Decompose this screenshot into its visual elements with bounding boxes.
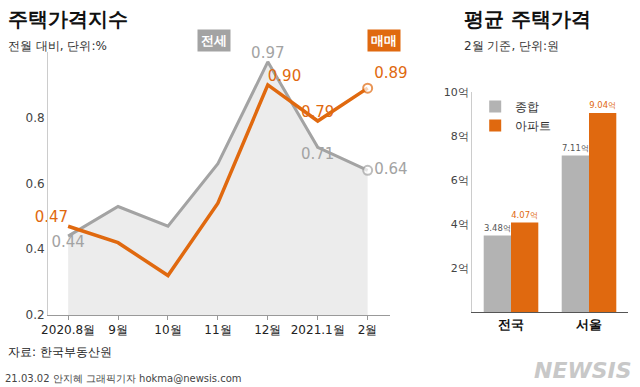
svg-text:0.8: 0.8 bbox=[26, 111, 45, 125]
svg-text:0.44: 0.44 bbox=[51, 233, 84, 251]
svg-text:9월: 9월 bbox=[108, 323, 128, 337]
svg-text:6억: 6억 bbox=[451, 174, 469, 187]
svg-text:10월: 10월 bbox=[154, 323, 181, 337]
svg-text:평균 주택가격: 평균 주택가격 bbox=[464, 7, 591, 31]
svg-text:2월: 2월 bbox=[358, 323, 378, 337]
svg-text:전월 대비, 단위:%: 전월 대비, 단위:% bbox=[8, 39, 107, 53]
svg-text:9.04억: 9.04억 bbox=[589, 100, 616, 110]
svg-text:2월 기준, 단위:원: 2월 기준, 단위:원 bbox=[464, 39, 559, 53]
svg-text:NEWSIS: NEWSIS bbox=[534, 358, 632, 383]
svg-text:10억: 10억 bbox=[444, 86, 469, 99]
svg-text:2억: 2억 bbox=[451, 262, 469, 275]
svg-text:11월: 11월 bbox=[204, 323, 231, 337]
svg-text:서울: 서울 bbox=[576, 317, 602, 332]
svg-text:0.6: 0.6 bbox=[26, 177, 45, 191]
svg-text:0.97: 0.97 bbox=[251, 44, 284, 62]
svg-text:0.4: 0.4 bbox=[26, 242, 45, 256]
svg-text:매매: 매매 bbox=[371, 33, 397, 48]
svg-text:0.2: 0.2 bbox=[26, 308, 45, 322]
svg-text:21.03.02 안지혜 그래픽기자 hokma@newsi: 21.03.02 안지혜 그래픽기자 hokma@newsis.com bbox=[5, 373, 242, 384]
svg-text:아파트: 아파트 bbox=[515, 119, 551, 133]
svg-text:전국: 전국 bbox=[498, 317, 524, 332]
svg-text:전세: 전세 bbox=[201, 33, 227, 48]
svg-text:4.07억: 4.07억 bbox=[511, 210, 538, 220]
svg-text:2021.1월: 2021.1월 bbox=[291, 323, 345, 337]
svg-text:자료: 한국부동산원: 자료: 한국부동산원 bbox=[8, 345, 112, 359]
svg-text:12월: 12월 bbox=[254, 323, 281, 337]
svg-text:4억: 4억 bbox=[451, 218, 469, 231]
svg-text:3.48억: 3.48억 bbox=[484, 223, 511, 233]
svg-text:0.79: 0.79 bbox=[301, 103, 334, 121]
svg-text:0.89: 0.89 bbox=[374, 64, 407, 82]
svg-text:0.64: 0.64 bbox=[374, 160, 407, 178]
svg-text:2020.8월: 2020.8월 bbox=[41, 323, 95, 337]
svg-text:7.11억: 7.11억 bbox=[562, 143, 589, 153]
svg-text:주택가격지수: 주택가격지수 bbox=[8, 7, 128, 31]
svg-text:0.47: 0.47 bbox=[35, 208, 68, 226]
svg-text:종합: 종합 bbox=[515, 100, 539, 114]
svg-text:0.71: 0.71 bbox=[301, 145, 334, 163]
svg-text:0.90: 0.90 bbox=[268, 67, 301, 85]
svg-text:8억: 8억 bbox=[451, 130, 469, 143]
